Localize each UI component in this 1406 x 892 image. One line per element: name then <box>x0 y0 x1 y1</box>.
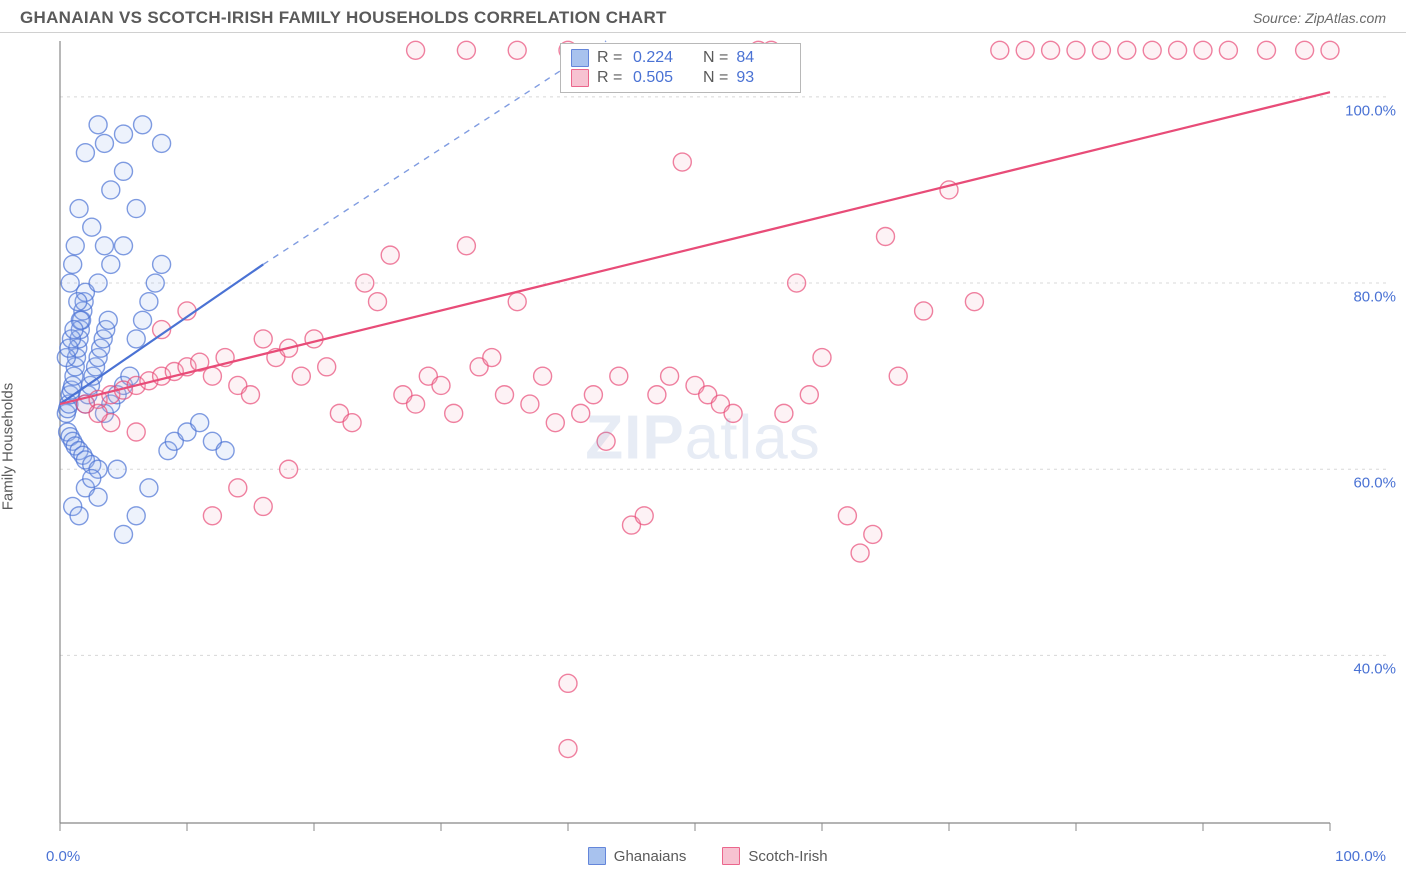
stats-row-ghanaians: R = 0.224 N = 84 <box>571 48 790 68</box>
legend-item-scotch-irish: Scotch-Irish <box>722 847 827 865</box>
y-tick-label: 80.0% <box>1353 289 1396 306</box>
swatch-ghanaians-icon <box>588 847 606 865</box>
x-axis-max-label: 100.0% <box>1335 848 1386 865</box>
n-label: N = <box>703 69 728 87</box>
chart-footer: 0.0% Ghanaians Scotch-Irish 100.0% <box>0 843 1406 865</box>
r-label: R = <box>597 49 625 67</box>
stats-row-scotch-irish: R = 0.505 N = 93 <box>571 68 790 88</box>
r-value: 0.224 <box>633 49 687 67</box>
legend-label: Scotch-Irish <box>748 848 827 865</box>
r-label: R = <box>597 69 625 87</box>
series-legend: Ghanaians Scotch-Irish <box>588 847 828 865</box>
swatch-ghanaians-icon <box>571 49 589 67</box>
scatter-plot <box>46 33 1396 843</box>
legend-item-ghanaians: Ghanaians <box>588 847 687 865</box>
y-tick-label: 40.0% <box>1353 661 1396 678</box>
y-tick-label: 100.0% <box>1345 102 1396 119</box>
x-axis-min-label: 0.0% <box>46 848 80 865</box>
swatch-scotch-irish-icon <box>571 69 589 87</box>
swatch-scotch-irish-icon <box>722 847 740 865</box>
y-axis-label: Family Households <box>0 383 17 511</box>
legend-label: Ghanaians <box>614 848 687 865</box>
n-value: 93 <box>736 69 790 87</box>
source-attribution: Source: ZipAtlas.com <box>1253 10 1386 26</box>
y-tick-label: 60.0% <box>1353 475 1396 492</box>
r-value: 0.505 <box>633 69 687 87</box>
chart-area: Family Households ZIPatlas R = 0.224 N =… <box>0 33 1406 843</box>
n-value: 84 <box>736 49 790 67</box>
n-label: N = <box>703 49 728 67</box>
chart-title: GHANAIAN VS SCOTCH-IRISH FAMILY HOUSEHOL… <box>20 8 667 28</box>
chart-header: GHANAIAN VS SCOTCH-IRISH FAMILY HOUSEHOL… <box>0 0 1406 33</box>
stats-legend: R = 0.224 N = 84 R = 0.505 N = 93 <box>560 43 801 93</box>
